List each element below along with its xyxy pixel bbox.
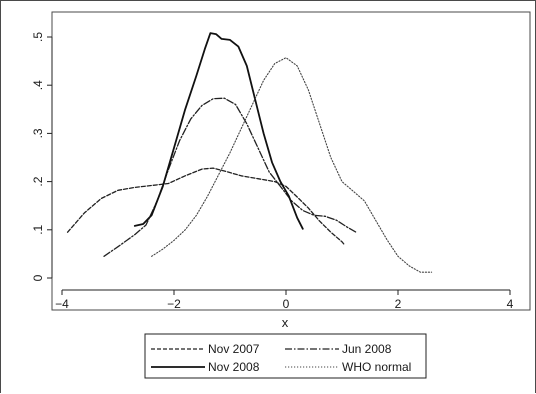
legend-label-4: WHO normal <box>342 360 411 374</box>
series-layer <box>66 32 433 273</box>
x-tick-label: 0 <box>283 297 290 311</box>
axes: 0 .1 .2 .3 .4 .5 −4 −2 0 2 4 <box>31 32 514 311</box>
x-tick-label: 2 <box>395 297 402 311</box>
legend-label-3: Nov 2008 <box>208 360 260 374</box>
legend-label-2: Jun 2008 <box>342 342 392 356</box>
y-tick-label: .1 <box>31 224 45 234</box>
series-line-1 <box>66 167 346 246</box>
y-tick-label: .3 <box>31 128 45 138</box>
series-line-4 <box>151 57 433 273</box>
y-tick-label: 0 <box>31 274 45 281</box>
x-tick-label: −2 <box>167 297 181 311</box>
x-axis-title: x <box>282 315 289 330</box>
x-tick-label: 4 <box>507 297 514 311</box>
series-line-3 <box>133 32 304 230</box>
x-tick-label: −4 <box>55 297 69 311</box>
legend-label-1: Nov 2007 <box>208 342 260 356</box>
legend: Nov 2007 Jun 2008 Nov 2008 WHO normal <box>144 333 427 379</box>
y-tick-label: .2 <box>31 176 45 186</box>
y-tick-label: .5 <box>31 32 45 42</box>
legend-box <box>144 333 427 379</box>
y-tick-label: .4 <box>31 80 45 90</box>
plot-region <box>51 11 531 311</box>
